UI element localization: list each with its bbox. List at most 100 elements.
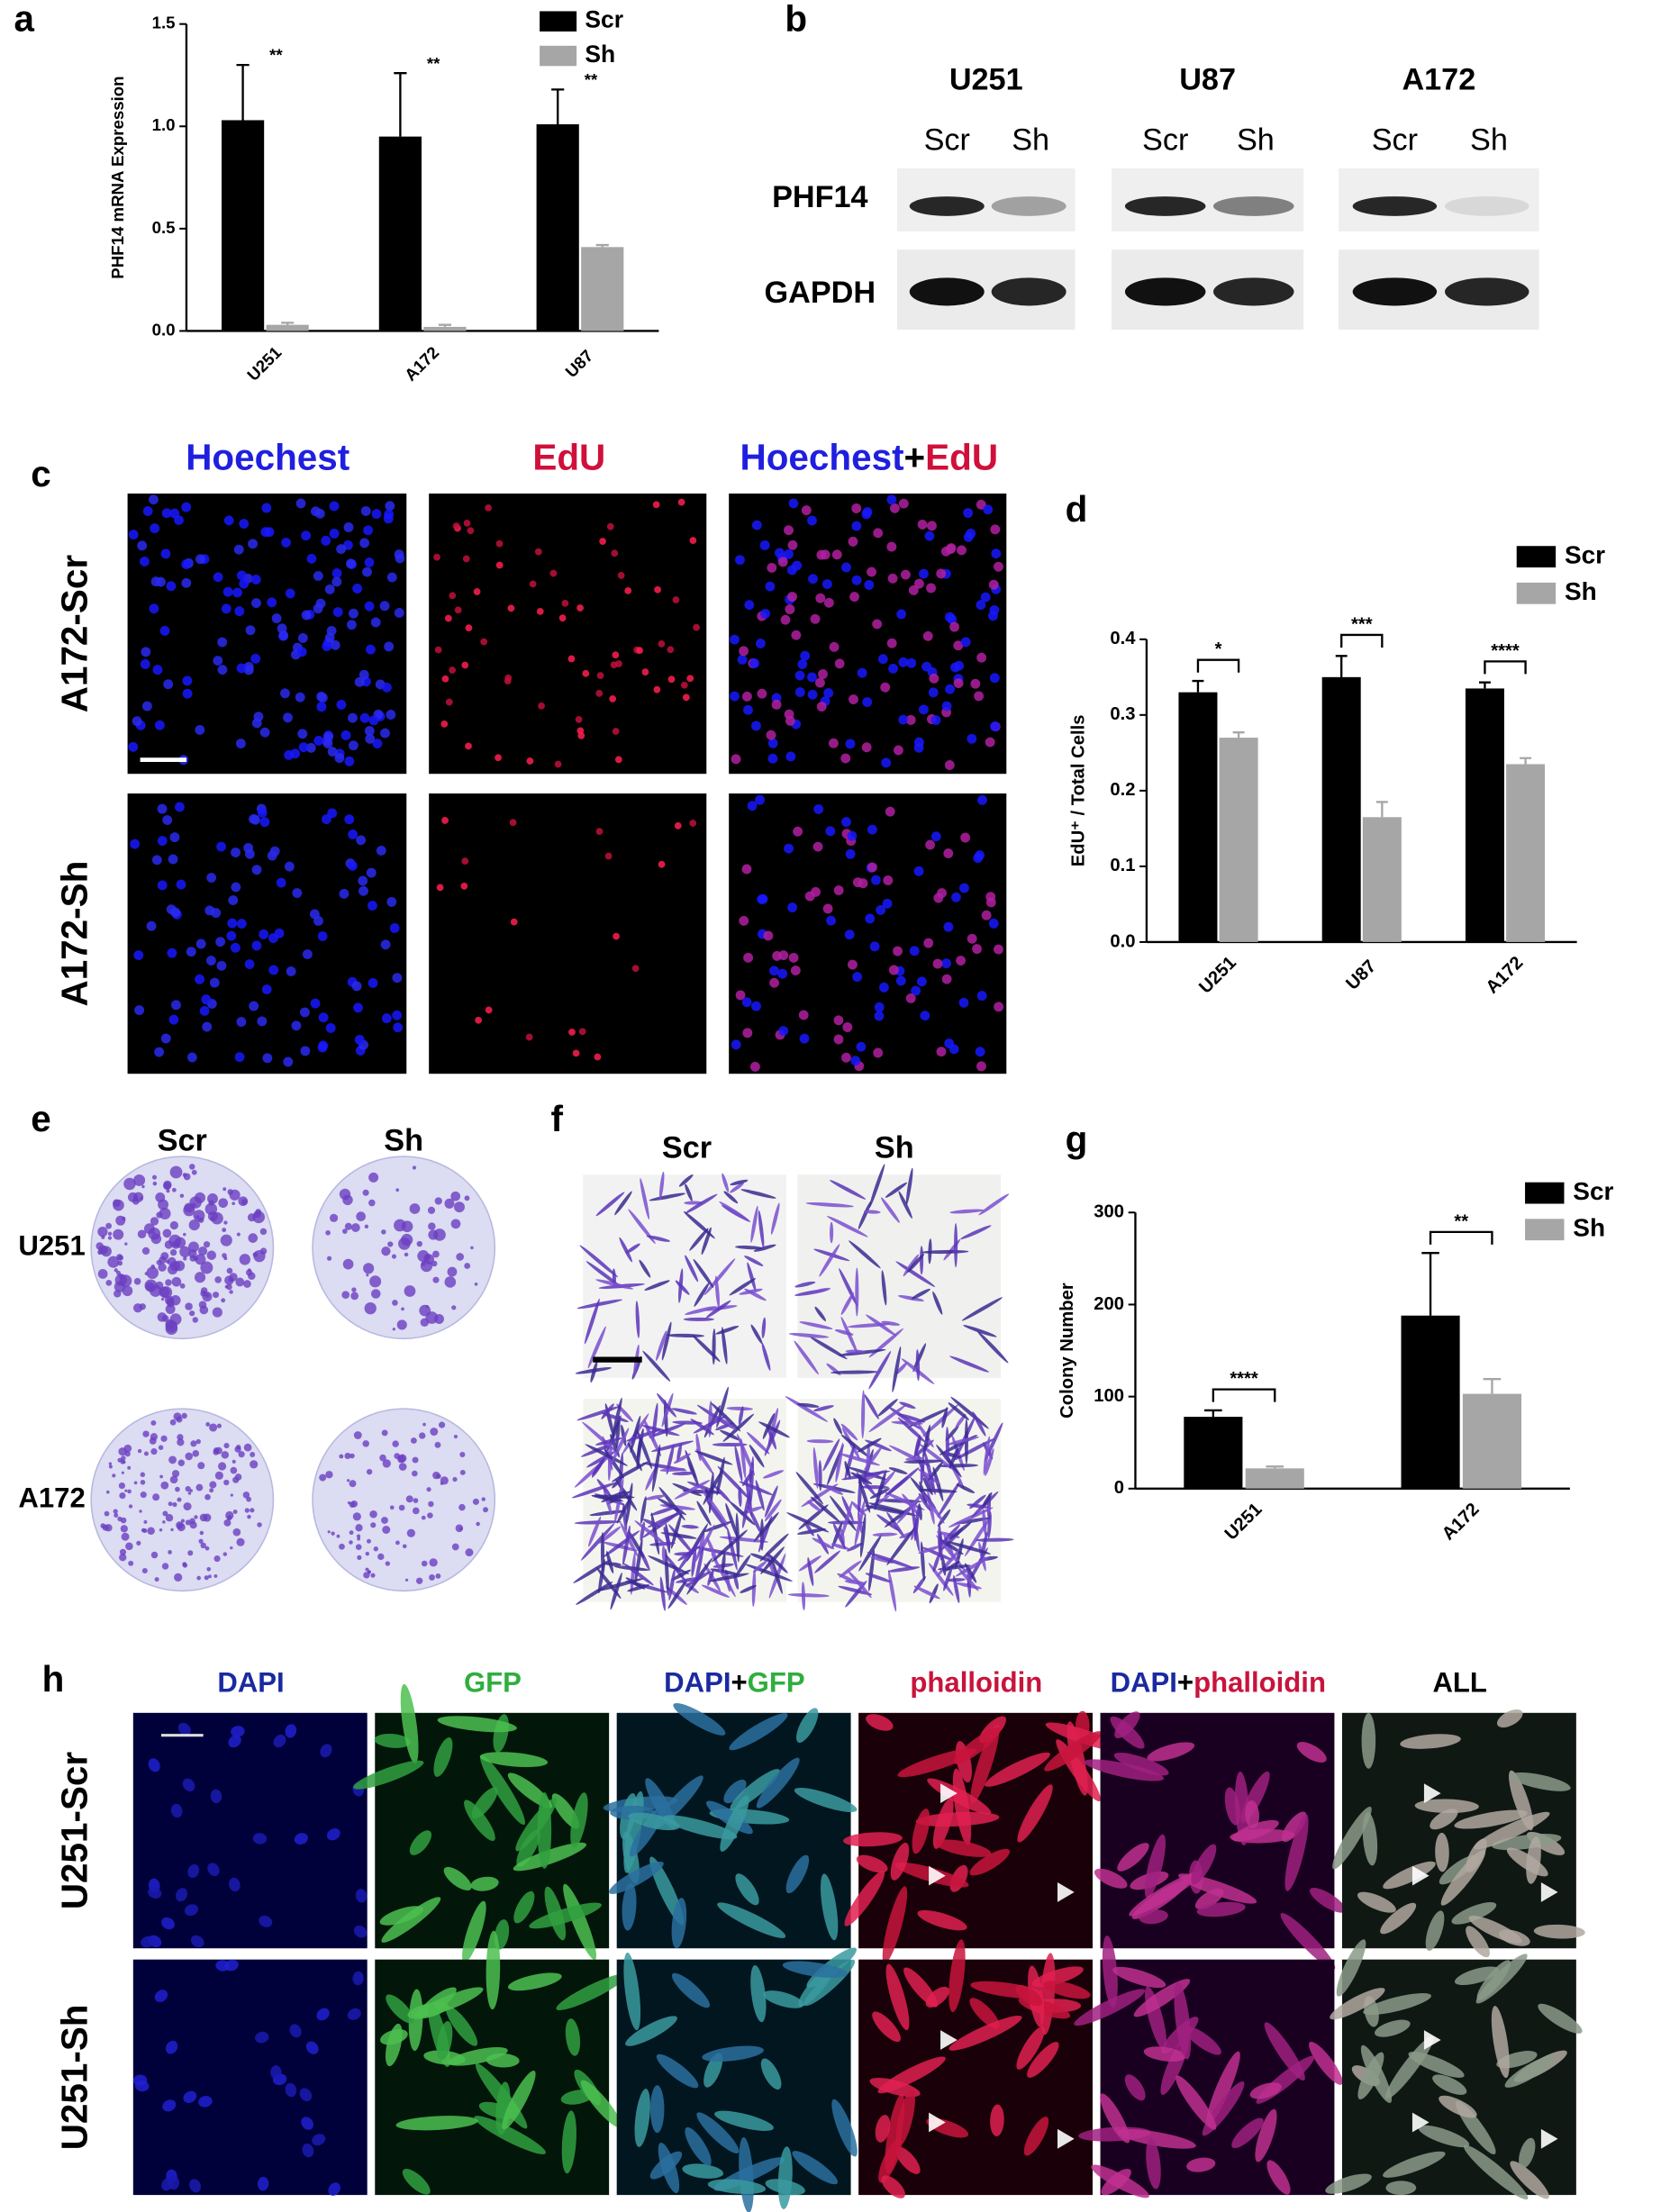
- colony: [421, 1260, 432, 1272]
- x-tick-label: A172: [1483, 953, 1528, 998]
- image-header-part: EdU: [532, 436, 605, 477]
- colony: [174, 1412, 182, 1420]
- error-bar: [596, 245, 609, 247]
- culture-plate: [313, 1409, 495, 1591]
- error-bar: [1520, 758, 1531, 765]
- colony: [198, 1247, 207, 1256]
- image-header: DAPI+phalloidin: [1111, 1667, 1326, 1699]
- colony: [426, 1305, 429, 1308]
- colony: [351, 1287, 356, 1292]
- colony: [150, 1448, 157, 1455]
- colony: [134, 1482, 138, 1485]
- significance-label: **: [269, 46, 283, 65]
- cell: [963, 508, 973, 518]
- colony: [222, 1187, 226, 1191]
- colony: [206, 1567, 211, 1572]
- colony: [234, 1446, 241, 1453]
- colony: [204, 1494, 211, 1500]
- colony: [121, 1518, 127, 1524]
- colony: [204, 1241, 210, 1247]
- colony: [374, 1546, 378, 1551]
- colony: [347, 1479, 349, 1482]
- colony: [231, 1201, 235, 1205]
- colony: [222, 1253, 227, 1258]
- blot-band: [1125, 277, 1206, 305]
- image-header-part: DAPI: [1111, 1667, 1177, 1699]
- colony: [195, 1484, 203, 1491]
- colony: [213, 1292, 219, 1298]
- colony: [166, 1189, 169, 1192]
- colony: [404, 1253, 409, 1257]
- colony: [160, 1482, 168, 1490]
- colony: [319, 1474, 326, 1482]
- row-label: U251-Scr: [53, 1752, 95, 1910]
- row-label: U251-Sh: [53, 2004, 95, 2150]
- error-bar: [394, 73, 406, 136]
- cell: [601, 1532, 604, 1572]
- colony: [103, 1525, 109, 1531]
- colony: [218, 1462, 226, 1470]
- colony: [141, 1480, 146, 1485]
- colony: [454, 1201, 465, 1212]
- blot-condition: Scr: [1142, 122, 1188, 157]
- cell: [855, 1267, 858, 1316]
- colony: [343, 1259, 354, 1270]
- colony: [404, 1285, 416, 1297]
- colony: [428, 1501, 433, 1507]
- image-header: phalloidin: [910, 1667, 1042, 1699]
- colony: [180, 1283, 186, 1289]
- colony: [357, 1534, 360, 1537]
- colony: [222, 1228, 226, 1232]
- colony: [476, 1522, 480, 1527]
- colony: [350, 1292, 359, 1301]
- colony: [168, 1455, 177, 1464]
- colony: [416, 1578, 422, 1584]
- panel-letter: c: [31, 453, 51, 494]
- colony: [465, 1548, 473, 1556]
- colony: [159, 1446, 163, 1450]
- colony: [142, 1430, 149, 1437]
- colony: [435, 1197, 442, 1204]
- colony: [229, 1278, 232, 1282]
- legend-swatch: [1517, 583, 1556, 604]
- colony: [192, 1170, 197, 1175]
- colony: [163, 1181, 171, 1189]
- colony: [178, 1460, 185, 1466]
- bar: [581, 247, 623, 331]
- y-tick-label: 200: [1094, 1294, 1124, 1314]
- colony: [429, 1574, 435, 1581]
- bar: [423, 327, 466, 331]
- bar: [1184, 1417, 1242, 1489]
- x-tick-label: U87: [1342, 956, 1380, 994]
- colony: [107, 1256, 119, 1268]
- colony: [113, 1513, 118, 1518]
- row-label: A172-Sh: [53, 861, 95, 1007]
- significance-bracket: [1198, 660, 1239, 673]
- cell: [830, 1222, 833, 1244]
- colony: [188, 1491, 192, 1495]
- colony: [367, 1539, 371, 1544]
- colony: [172, 1277, 182, 1287]
- colony: [205, 1422, 210, 1427]
- cell: [742, 1028, 752, 1038]
- bar: [1463, 1394, 1521, 1489]
- legend-label: Scr: [585, 6, 623, 33]
- colony: [339, 1455, 343, 1459]
- cell: [872, 620, 882, 630]
- colony: [168, 1550, 172, 1555]
- colony: [422, 1423, 426, 1427]
- colony: [344, 1453, 350, 1459]
- y-tick-label: 0.0: [1110, 931, 1135, 951]
- colony: [97, 1250, 102, 1255]
- colony: [177, 1434, 183, 1440]
- colony: [233, 1509, 238, 1514]
- row-label: A172-Scr: [53, 555, 95, 713]
- colony: [223, 1220, 227, 1224]
- colony: [170, 1166, 183, 1179]
- colony: [170, 1528, 173, 1531]
- colony: [349, 1530, 354, 1535]
- image-header: GFP: [464, 1667, 522, 1699]
- colony: [200, 1531, 204, 1535]
- micrograph: [429, 494, 706, 774]
- blot-condition: Sh: [1012, 122, 1049, 157]
